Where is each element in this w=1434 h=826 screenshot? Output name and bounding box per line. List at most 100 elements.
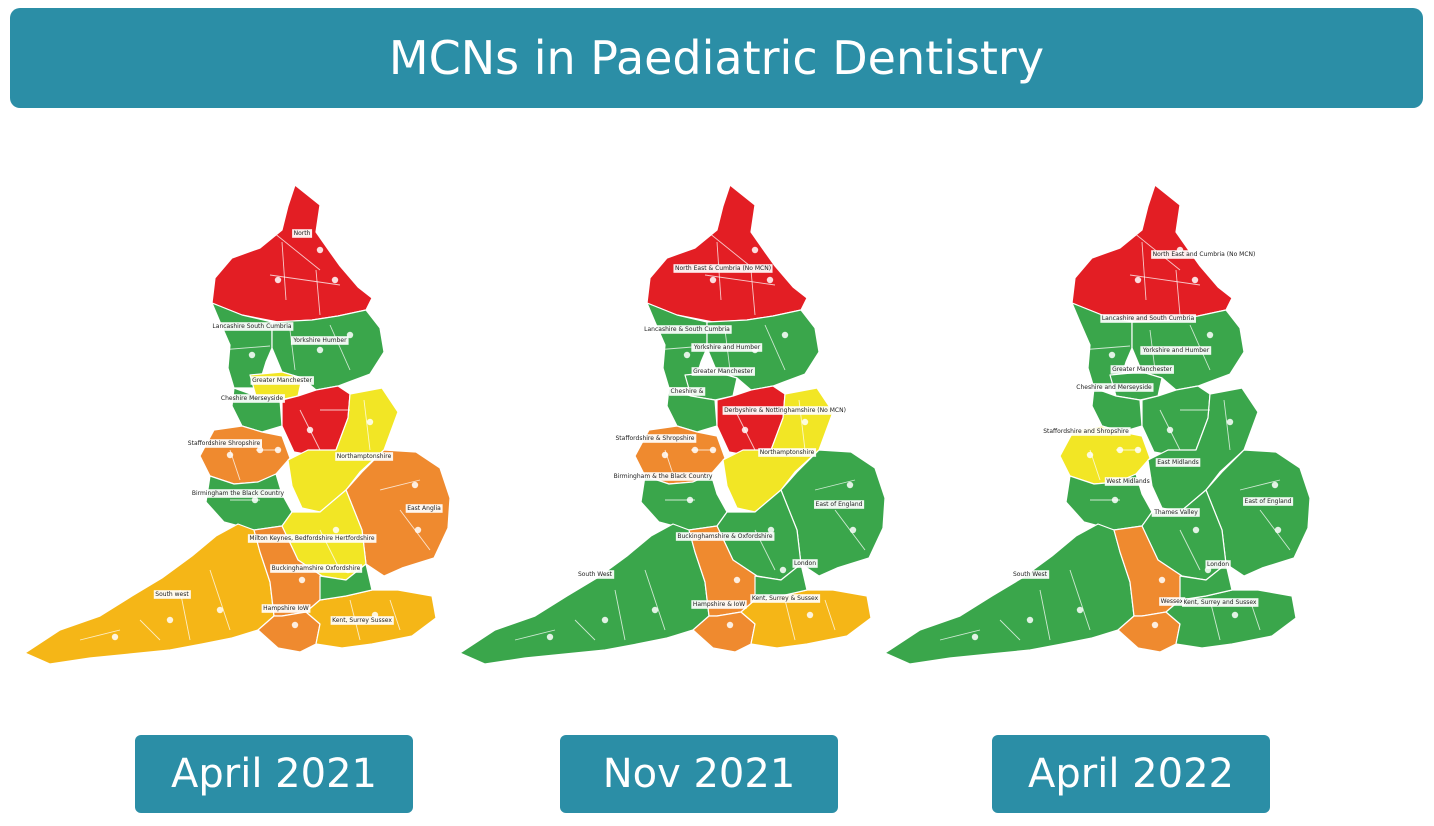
- region-label-text: Staffordshire and Shropshire: [1043, 428, 1129, 435]
- area-marker: [733, 576, 741, 584]
- area-marker: [1134, 446, 1142, 454]
- map-april-2021: North Lancashire South Cumbria Yorkshire H…: [20, 150, 460, 690]
- sub-boundary: [139, 619, 161, 641]
- area-marker: [1192, 526, 1200, 534]
- region-label-text: Yorkshire and Humber: [1142, 347, 1210, 354]
- sub-boundary: [269, 274, 341, 286]
- region-label: South West: [1011, 570, 1050, 579]
- region-label-text: Lancashire and South Cumbria: [1102, 315, 1195, 322]
- region-label-box: [1159, 597, 1186, 606]
- region-label-box: [270, 564, 363, 573]
- region-label-box: [691, 600, 747, 609]
- region-label-text: East Midlands: [1157, 459, 1199, 466]
- area-marker: [256, 446, 264, 454]
- region-bham: [640, 473, 728, 531]
- area-marker: [414, 526, 422, 534]
- region-label: Northamptonshire: [335, 452, 394, 461]
- region-label: Milton Keynes, Bedfordshire Hertfordshir…: [247, 534, 377, 543]
- sub-boundary: [363, 399, 371, 451]
- area-marker: [216, 606, 224, 614]
- region-label-text: East of England: [816, 501, 863, 508]
- region-label: East of England: [1243, 497, 1294, 506]
- region-label-text: Buckinghamshire & Oxfordshire: [677, 533, 773, 540]
- sub-boundary: [784, 599, 796, 641]
- region-ne: [211, 184, 373, 323]
- area-marker: [1134, 276, 1142, 284]
- sub-boundary: [939, 629, 981, 641]
- region-label-box: [642, 325, 732, 334]
- region-label-box: [1110, 365, 1174, 374]
- map-april-2022: North East and Cumbria (No MCN) Lancashir…: [880, 150, 1320, 690]
- area-marker: [779, 566, 787, 574]
- area-marker: [846, 481, 854, 489]
- area-marker: [274, 276, 282, 284]
- area-marker: [306, 426, 314, 434]
- region-sw: [884, 523, 1135, 665]
- region-label-text: Northamptonshire: [337, 453, 392, 460]
- sub-boundary: [1129, 274, 1201, 286]
- region-label: Buckinghamshire & Oxfordshire: [675, 532, 775, 541]
- area-marker: [849, 526, 857, 534]
- region-label: Thames Valley: [1151, 508, 1200, 517]
- area-marker: [601, 616, 609, 624]
- sub-boundary: [389, 599, 401, 631]
- sub-boundary: [1079, 345, 1131, 351]
- area-marker: [316, 346, 324, 354]
- region-label-text: Buckinghamshire Oxfordshire: [272, 565, 361, 572]
- sub-boundary: [1239, 479, 1281, 491]
- area-marker: [411, 481, 419, 489]
- region-label: South West: [576, 570, 615, 579]
- area-marker: [781, 331, 789, 339]
- region-label-box: [1151, 250, 1257, 259]
- region-label-box: [750, 594, 821, 603]
- region-label-text: South West: [1013, 571, 1048, 578]
- region-label-text: East of England: [1245, 498, 1292, 505]
- region-label-box: [219, 394, 285, 403]
- sub-boundary: [1141, 241, 1147, 301]
- england-map-nov-2021: North East & Cumbria (No MCN) Lancashire …: [459, 184, 886, 665]
- region-label: Hampshire & IoW: [691, 600, 747, 609]
- region-label-box: [1205, 560, 1231, 569]
- sub-boundary: [1117, 219, 1181, 271]
- region-label-text: Wessex: [1161, 598, 1184, 605]
- region-label: Hampshire IoW: [261, 604, 311, 613]
- area-marker: [1274, 526, 1282, 534]
- region-label: Derbyshire & Nottinghamshire (No MCN): [722, 406, 848, 415]
- region-label-text: East Anglia: [407, 505, 441, 512]
- sub-boundary: [704, 274, 776, 286]
- region-label-text: Cheshire and Merseyside: [1076, 384, 1152, 391]
- region-lon: [319, 563, 373, 601]
- region-label-text: Cheshire Merseyside: [221, 395, 284, 402]
- region-ne: [646, 184, 808, 323]
- sub-boundary: [814, 479, 856, 491]
- area-marker: [331, 276, 339, 284]
- area-marker: [1206, 331, 1214, 339]
- region-label: Yorkshire and Humber: [1140, 346, 1212, 355]
- region-label: Greater Manchester: [1110, 365, 1174, 374]
- region-label-box: [614, 434, 697, 443]
- area-marker: [1271, 481, 1279, 489]
- page-title: MCNs in Paediatric Dentistry: [10, 8, 1423, 108]
- area-marker: [1076, 606, 1084, 614]
- sub-boundary: [574, 619, 596, 641]
- area-marker: [1226, 418, 1234, 426]
- region-label: North: [292, 229, 313, 238]
- area-marker: [251, 496, 259, 504]
- sub-boundary: [824, 599, 836, 631]
- area-marker: [1108, 351, 1116, 359]
- region-label-text: Greater Manchester: [693, 368, 753, 375]
- region-label-text: London: [794, 560, 816, 567]
- area-marker: [709, 446, 717, 454]
- area-marker: [751, 246, 759, 254]
- region-label-text: North East & Cumbria (No MCN): [675, 265, 771, 272]
- region-label-text: Greater Manchester: [1112, 366, 1172, 373]
- region-label-box: [673, 264, 773, 273]
- area-marker: [709, 276, 717, 284]
- region-label-text: Birmingham & the Black Country: [614, 473, 713, 480]
- region-label-box: [691, 367, 755, 376]
- region-label-box: [290, 336, 349, 345]
- region-label-text: Birmingham the Black Country: [192, 490, 285, 497]
- sub-boundary: [514, 629, 556, 641]
- region-label-box: [247, 534, 377, 543]
- area-marker: [651, 606, 659, 614]
